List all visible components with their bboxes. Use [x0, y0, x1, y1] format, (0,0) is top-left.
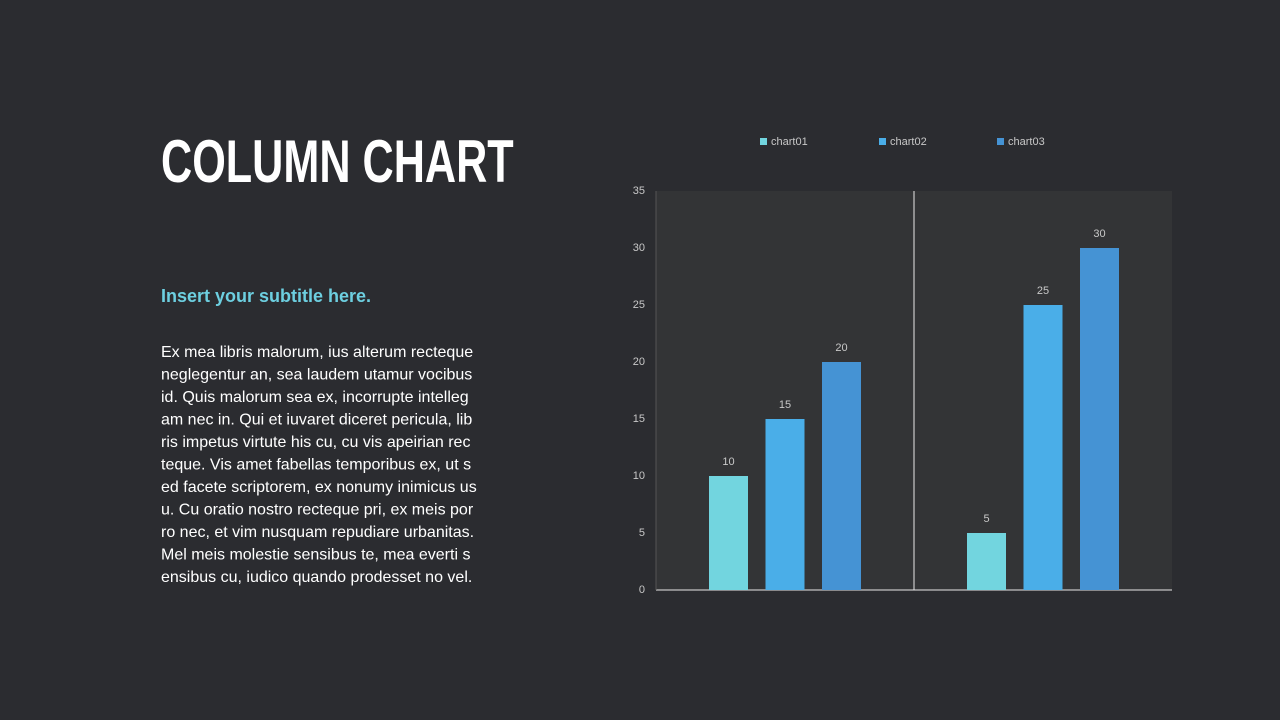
y-tick-label: 35 — [633, 185, 645, 197]
y-tick-label: 10 — [633, 470, 645, 482]
bar — [1080, 248, 1119, 590]
body-line: ensibus cu, iudico quando prodesset no v… — [161, 569, 472, 586]
y-tick-label: 15 — [633, 413, 645, 425]
bar — [765, 419, 805, 590]
data-label: 15 — [779, 399, 791, 411]
body-line: Ex mea libris malorum, ius alterum recte… — [161, 344, 473, 361]
body-line: Mel meis molestie sensibus te, mea evert… — [161, 547, 470, 564]
data-label: 5 — [983, 513, 989, 525]
slide-title: COLUMN CHART — [161, 129, 514, 196]
legend-swatch — [879, 138, 886, 145]
body-line: id. Quis malorum sea ex, incorrupte inte… — [161, 389, 469, 406]
body-line: u. Cu oratio nostro recteque pri, ex mei… — [161, 502, 474, 519]
y-tick-label: 0 — [639, 584, 645, 596]
data-label: 30 — [1093, 228, 1105, 240]
bar — [967, 533, 1006, 590]
bar — [709, 476, 748, 590]
body-text: Ex mea libris malorum, ius alterum recte… — [161, 344, 477, 586]
legend-label: chart02 — [890, 136, 927, 148]
body-line: am nec in. Qui et iuvaret diceret pericu… — [161, 412, 472, 429]
body-line: ro nec, et vim nusquam repudiare urbanit… — [161, 524, 474, 541]
y-tick-label: 5 — [639, 527, 645, 539]
legend-label: chart03 — [1008, 136, 1045, 148]
bar — [822, 362, 861, 590]
y-tick-label: 20 — [633, 356, 645, 368]
subtitle: Insert your subtitle here. — [161, 286, 371, 306]
body-line: ed facete scriptorem, ex nonumy inimicus… — [161, 479, 477, 496]
bar — [1023, 305, 1063, 590]
body-line: ris impetus virtute his cu, cu vis apeir… — [161, 434, 470, 451]
y-tick-label: 30 — [633, 242, 645, 254]
data-label: 20 — [835, 342, 847, 354]
body-line: teque. Vis amet fabellas temporibus ex, … — [161, 457, 471, 474]
legend-swatch — [997, 138, 1004, 145]
body-line: neglegentur an, sea laudem utamur vocibu… — [161, 367, 472, 384]
data-label: 25 — [1037, 285, 1049, 297]
legend-label: chart01 — [771, 136, 808, 148]
data-label: 10 — [722, 456, 734, 468]
y-tick-label: 25 — [633, 299, 645, 311]
legend-swatch — [760, 138, 767, 145]
